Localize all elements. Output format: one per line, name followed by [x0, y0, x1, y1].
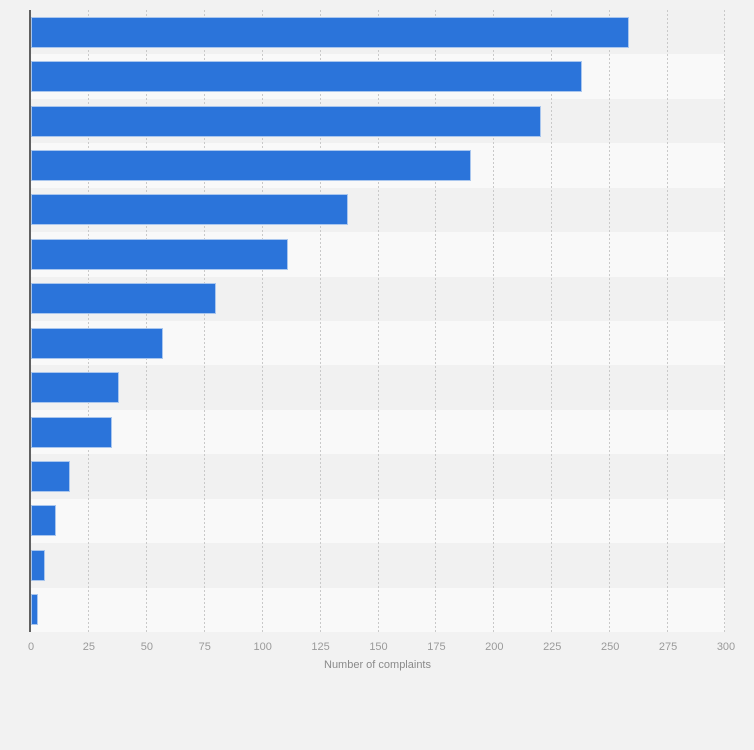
x-tick-label: 150	[369, 641, 388, 653]
gridline	[724, 10, 725, 632]
x-tick-label: 0	[27, 641, 35, 653]
gridline	[493, 10, 495, 632]
plot-area	[30, 10, 725, 632]
bar[interactable]	[31, 194, 349, 226]
bar[interactable]	[31, 16, 629, 48]
x-tick-label: 125	[311, 641, 330, 653]
bar[interactable]	[31, 238, 289, 270]
gridline	[145, 10, 147, 632]
x-tick-label: 50	[140, 641, 153, 653]
y-axis-line	[29, 10, 31, 632]
x-tick-label: 100	[253, 641, 272, 653]
x-tick-label: 75	[198, 641, 211, 653]
x-tick-label: 225	[543, 641, 562, 653]
bar[interactable]	[31, 505, 57, 537]
bar[interactable]	[31, 327, 164, 359]
gridline	[87, 10, 89, 632]
gridline	[667, 10, 669, 632]
bar[interactable]	[31, 283, 217, 315]
bar[interactable]	[31, 594, 38, 626]
x-tick-label: 200	[485, 641, 504, 653]
bar[interactable]	[31, 461, 71, 492]
bar[interactable]	[31, 416, 113, 448]
bar[interactable]	[31, 549, 45, 581]
bar[interactable]	[31, 61, 583, 93]
bar[interactable]	[31, 372, 120, 404]
gridline	[609, 10, 611, 632]
gridline	[377, 10, 379, 632]
bar[interactable]	[31, 105, 541, 137]
x-tick-label: 300	[716, 641, 736, 653]
gridline	[203, 10, 205, 632]
gridline	[551, 10, 553, 632]
bar[interactable]	[31, 150, 472, 181]
x-tick-label: 25	[82, 641, 96, 653]
x-tick-label: 275	[658, 641, 678, 653]
gridline	[435, 10, 437, 632]
x-axis-title: Number of complaints	[324, 659, 431, 671]
gridline	[261, 10, 263, 632]
x-tick-label: 250	[600, 641, 620, 653]
x-tick-label: 175	[427, 641, 446, 653]
gridline	[319, 10, 321, 632]
